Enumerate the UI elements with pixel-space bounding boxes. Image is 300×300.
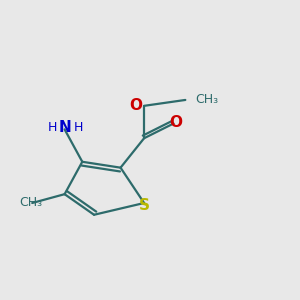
Text: O: O — [169, 115, 182, 130]
Text: CH₃: CH₃ — [19, 196, 42, 209]
Text: N: N — [59, 120, 72, 135]
Text: CH₃: CH₃ — [196, 93, 219, 106]
Text: O: O — [129, 98, 142, 113]
Text: H: H — [74, 122, 83, 134]
Text: S: S — [139, 198, 150, 213]
Text: H: H — [48, 122, 57, 134]
